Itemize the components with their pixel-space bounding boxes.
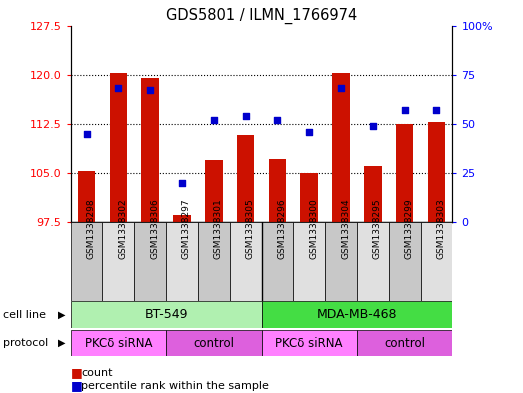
Bar (262, 330, 357, 356)
Text: GSM1338295: GSM1338295 (373, 198, 382, 259)
Bar (103, 222, 134, 301)
Bar (141, 78, 159, 222)
Bar (332, 73, 350, 222)
Bar (325, 222, 357, 301)
Text: GSM1338305: GSM1338305 (246, 198, 255, 259)
Point (433, 107, 441, 113)
Text: MDA-MB-468: MDA-MB-468 (317, 308, 397, 321)
Bar (364, 166, 382, 222)
Text: GSM1338297: GSM1338297 (182, 198, 191, 259)
Text: ▶: ▶ (58, 338, 65, 348)
Text: GSM1338301: GSM1338301 (214, 198, 223, 259)
Text: GSM1338300: GSM1338300 (309, 198, 318, 259)
Text: GSM1338298: GSM1338298 (86, 198, 96, 259)
Bar (237, 135, 254, 222)
Bar (173, 215, 191, 222)
Text: ▶: ▶ (58, 310, 65, 320)
Text: GSM1338304: GSM1338304 (341, 198, 350, 259)
Text: ■: ■ (71, 379, 82, 393)
Point (273, 117, 281, 123)
Bar (71, 301, 262, 328)
Point (178, 180, 186, 186)
Text: ■: ■ (71, 366, 82, 379)
Text: BT-549: BT-549 (144, 308, 188, 321)
Bar (269, 158, 286, 222)
Bar (166, 330, 262, 356)
Bar (71, 222, 103, 301)
Text: PKCδ siRNA: PKCδ siRNA (85, 336, 152, 350)
Bar (420, 222, 452, 301)
Bar (134, 222, 166, 301)
Bar (389, 222, 420, 301)
Point (401, 107, 409, 113)
Text: percentile rank within the sample: percentile rank within the sample (81, 381, 269, 391)
Bar (262, 301, 452, 328)
Text: count: count (81, 367, 112, 378)
Text: PKCδ siRNA: PKCδ siRNA (276, 336, 343, 350)
Text: GSM1338302: GSM1338302 (118, 198, 127, 259)
Bar (396, 124, 413, 222)
Bar (293, 222, 325, 301)
Bar (230, 222, 262, 301)
Point (210, 117, 218, 123)
Bar (301, 173, 318, 222)
Bar (198, 222, 230, 301)
Point (242, 113, 250, 119)
Point (369, 123, 377, 129)
Bar (71, 330, 166, 356)
Text: GSM1338306: GSM1338306 (150, 198, 159, 259)
Text: control: control (194, 336, 234, 350)
Bar (357, 222, 389, 301)
Bar (205, 160, 222, 222)
Bar (262, 222, 293, 301)
Text: GSM1338296: GSM1338296 (277, 198, 287, 259)
Text: GSM1338303: GSM1338303 (437, 198, 446, 259)
Point (305, 129, 313, 135)
Text: protocol: protocol (3, 338, 48, 348)
Point (146, 87, 154, 94)
Bar (110, 73, 127, 222)
Title: GDS5801 / ILMN_1766974: GDS5801 / ILMN_1766974 (166, 8, 357, 24)
Text: cell line: cell line (3, 310, 46, 320)
Bar (78, 171, 95, 222)
Text: control: control (384, 336, 425, 350)
Bar (428, 123, 445, 222)
Point (337, 85, 345, 92)
Point (114, 85, 122, 92)
Point (82, 130, 90, 137)
Bar (166, 222, 198, 301)
Text: GSM1338299: GSM1338299 (405, 198, 414, 259)
Bar (357, 330, 452, 356)
